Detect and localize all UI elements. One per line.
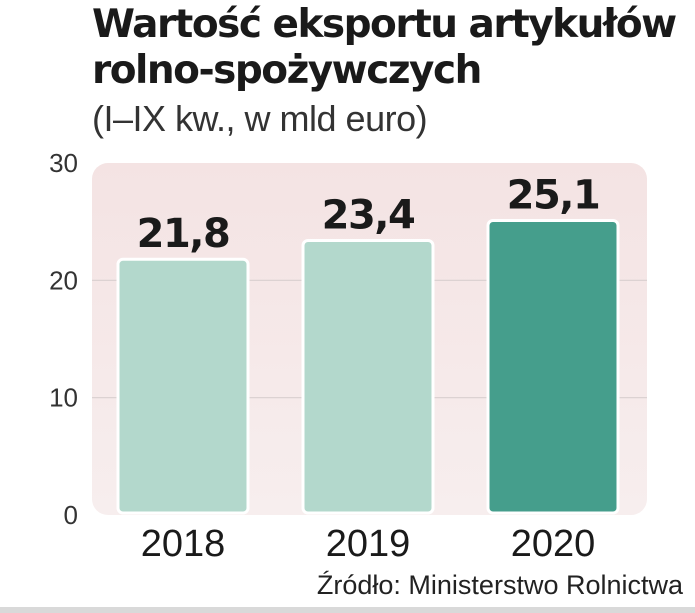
bar-2018	[116, 257, 250, 515]
y-tick-label: 30	[49, 148, 78, 178]
y-tick-label: 20	[49, 265, 78, 295]
chart-subtitle: (I–IX kw., w mld euro)	[92, 98, 428, 139]
bar-2019	[301, 238, 435, 515]
chart-title: Wartość eksportu artykułów rolno-spożywc…	[92, 2, 677, 93]
value-label: 21,8	[137, 211, 230, 257]
value-label: 23,4	[322, 192, 415, 238]
y-tick-label: 10	[49, 383, 78, 413]
y-axis: 0 10 20 30	[49, 148, 78, 530]
bars	[116, 218, 620, 515]
x-tick-label: 2018	[141, 523, 226, 565]
x-tick-label: 2020	[511, 523, 596, 565]
value-label: 25,1	[507, 172, 600, 218]
bar-2020	[486, 218, 620, 515]
y-tick-label: 0	[64, 500, 78, 530]
x-tick-label: 2019	[326, 523, 411, 565]
x-axis: 2018 2019 2020	[141, 523, 596, 565]
footer-divider	[0, 607, 695, 613]
value-labels: 21,8 23,4 25,1	[137, 172, 601, 257]
source-note: Źródło: Ministerstwo Rolnictwa	[316, 570, 683, 600]
